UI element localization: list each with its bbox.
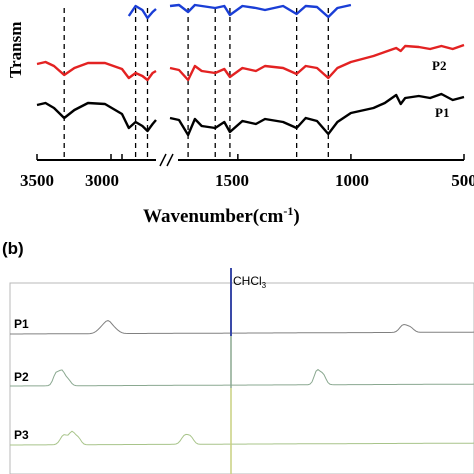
series-labels: P2 P1 xyxy=(432,58,449,120)
series-line-p2 xyxy=(169,43,465,82)
nmr-label-p1: P1 xyxy=(14,317,29,331)
nmr-frame xyxy=(9,282,474,474)
x-tick-label: 1000 xyxy=(335,171,369,190)
series-label-p2: P2 xyxy=(432,58,446,73)
panel-label-b: (b) xyxy=(2,239,24,258)
x-tick-label: 3500 xyxy=(20,171,54,190)
reference-lines xyxy=(63,8,329,158)
nmr-label-p2: P2 xyxy=(14,370,29,384)
y-axis-label: Transm xyxy=(6,22,25,78)
x-axis-label: Wavenumber(cm-1) xyxy=(143,204,300,227)
series-line-p3 xyxy=(127,4,157,20)
series-line-p1 xyxy=(36,101,157,133)
x-ticks: 3500 3000 1500 1000 500 xyxy=(20,154,474,190)
nmr-trace-p3 xyxy=(10,430,474,446)
series-line-p2 xyxy=(36,60,157,82)
nmr-trace-p1 xyxy=(10,320,474,335)
nmr-label-p3: P3 xyxy=(14,428,29,442)
ftir-series xyxy=(36,3,465,137)
series-line-p1 xyxy=(169,92,465,137)
nmr-traces xyxy=(10,268,474,474)
solvent-annotation: CHCl3 xyxy=(233,274,267,290)
x-tick-label: 3000 xyxy=(85,171,119,190)
ftir-panel: Transm P2 P1 3500 3000 1500 1000 500 Wavenum… xyxy=(6,3,474,227)
x-axis: 3500 3000 1500 1000 500 Wavenumber(cm-1) xyxy=(20,153,474,227)
nmr-panel: (b) CHCl3 P1 P2 P3 xyxy=(2,239,474,474)
x-tick-label: 1500 xyxy=(215,171,249,190)
series-line-p3 xyxy=(169,3,352,19)
series-label-p1: P1 xyxy=(435,105,449,120)
x-tick-label: 500 xyxy=(451,171,474,190)
axis-break-icon xyxy=(159,153,174,167)
nmr-trace-p2 xyxy=(10,368,474,387)
